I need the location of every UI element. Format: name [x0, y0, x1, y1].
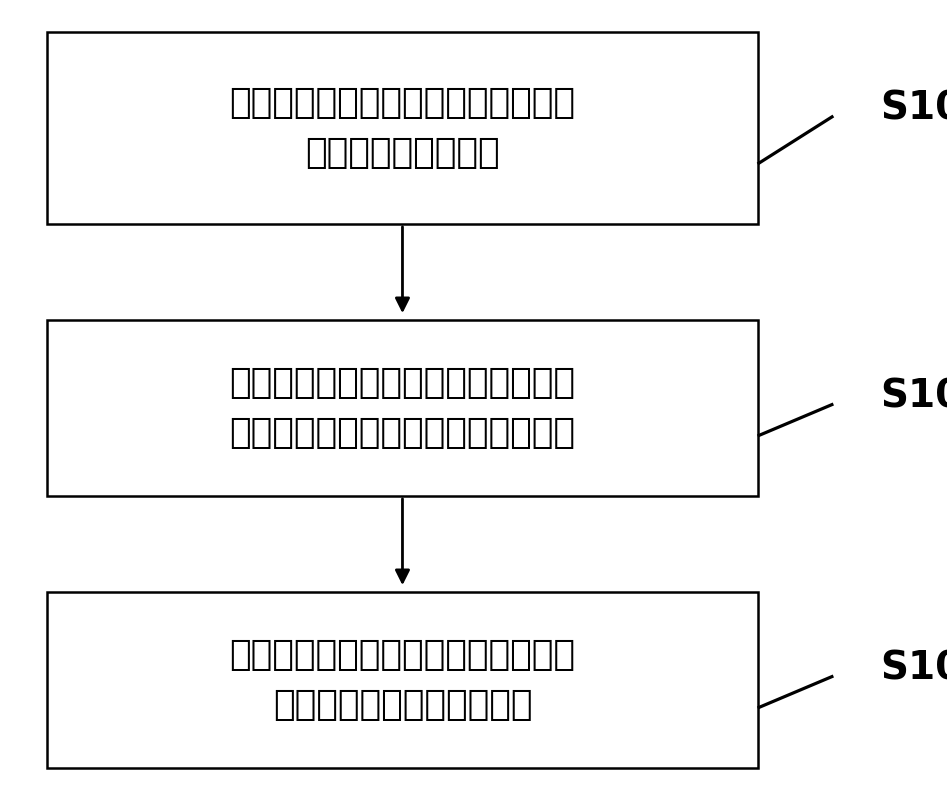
Bar	[47, 592, 758, 768]
Text: S104: S104	[881, 377, 947, 415]
Text: 按照交互周期开启终端的数据网络，
以同步应用软件的业务数据: 按照交互周期开启终端的数据网络， 以同步应用软件的业务数据	[229, 638, 576, 722]
Text: 在终端进入灭屏状态时，获取终端当
前的网络信号强度值: 在终端进入灭屏状态时，获取终端当 前的网络信号强度值	[229, 86, 576, 170]
Text: S102: S102	[881, 89, 947, 127]
Bar	[47, 320, 758, 496]
Text: S106: S106	[881, 649, 947, 687]
Text: 根据网络信号强度值确定终端与服务
器在灭屏状态下数据业务的交互周期: 根据网络信号强度值确定终端与服务 器在灭屏状态下数据业务的交互周期	[229, 366, 576, 450]
Bar	[47, 32, 758, 224]
